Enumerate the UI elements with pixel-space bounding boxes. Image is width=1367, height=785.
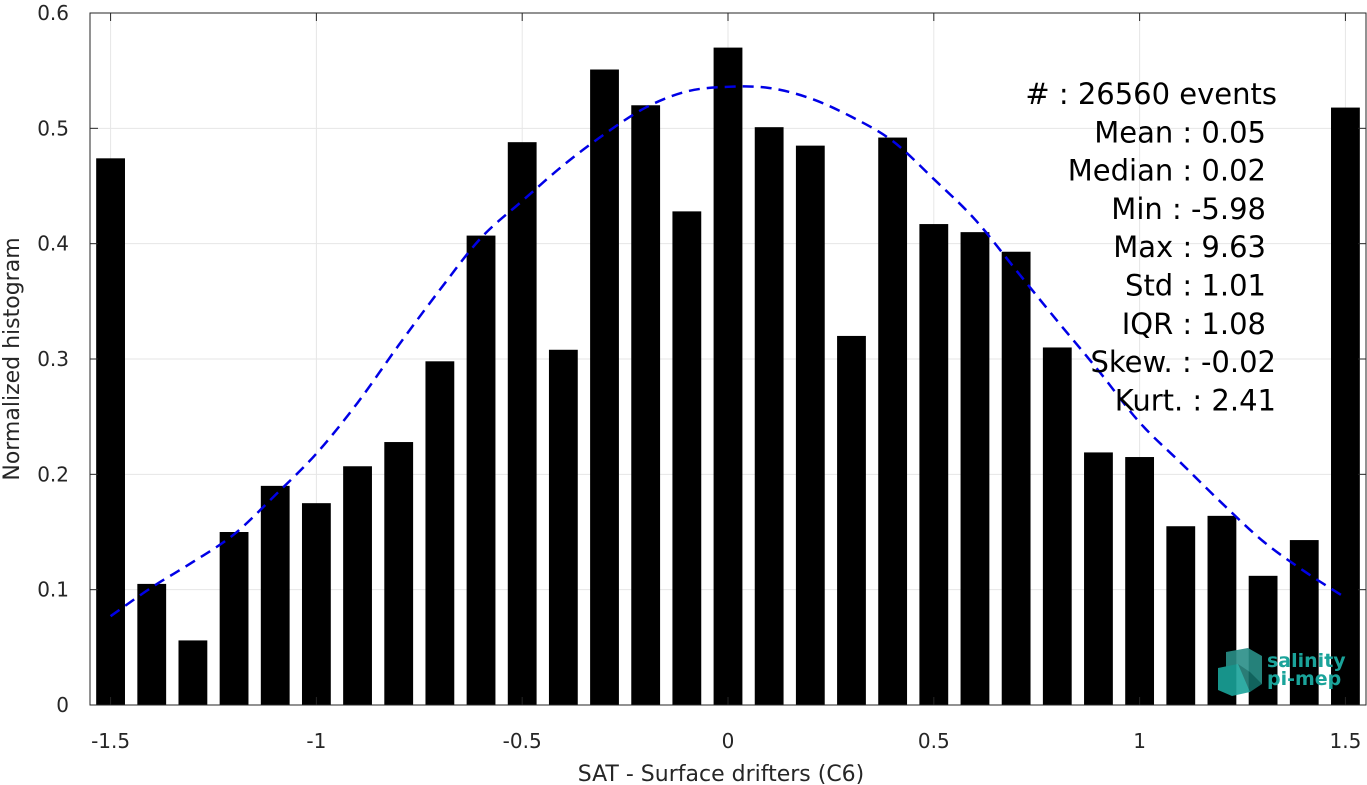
y-tick-labels: 0 0.1 0.2 0.3 0.4 0.5 0.6 [37, 1, 69, 717]
y-tick-label: 0.6 [37, 1, 69, 25]
x-tick-label: 0 [722, 729, 735, 753]
x-tick-labels: -1.5 -1 -0.5 0 0.5 1 1.5 [91, 729, 1361, 753]
histogram-bar [672, 211, 702, 705]
stat-line: Kurt. : 2.41 [1115, 383, 1276, 417]
histogram-bar [795, 145, 825, 706]
y-axis-label: Normalized histogram [0, 237, 25, 480]
histogram-bar [713, 47, 743, 706]
y-tick-label: 0 [56, 693, 69, 717]
histogram-bar [466, 235, 496, 706]
logo-line1: salinity [1267, 650, 1346, 672]
histogram-bar [343, 466, 372, 705]
stat-line: Std : 1.01 [1125, 269, 1266, 303]
histogram-bar [1001, 251, 1031, 706]
y-tick-label: 0.3 [37, 347, 69, 371]
x-tick-label: 1 [1133, 729, 1146, 753]
x-tick-label: 0.5 [918, 729, 950, 753]
stat-line: # : 26560 events [1025, 77, 1277, 111]
histogram-bar [631, 105, 661, 706]
histogram-bar [754, 127, 784, 706]
histogram-bar [96, 158, 125, 705]
histogram-bar [548, 349, 578, 705]
y-tick-label: 0.1 [37, 578, 69, 602]
x-tick-label: 1.5 [1330, 729, 1362, 753]
normal-fit-curve [109, 85, 1347, 618]
logo-line2: pi-mep [1267, 668, 1341, 690]
y-tick-label: 0.2 [37, 462, 69, 486]
histogram-bar [507, 142, 537, 705]
tick-marks [90, 12, 1366, 706]
histogram-bar [178, 640, 208, 705]
stat-line: Min : -5.98 [1111, 192, 1266, 226]
histogram-bar [1042, 347, 1072, 705]
stat-line: IQR : 1.08 [1122, 307, 1266, 341]
stat-line: Mean : 0.05 [1094, 115, 1266, 149]
salinity-pimep-logo: salinity pi-mep [1218, 648, 1346, 696]
histogram-bar [1166, 526, 1196, 705]
histogram-bar [1125, 457, 1155, 705]
x-tick-label: -0.5 [503, 729, 542, 753]
stat-line: Skew. : -0.02 [1090, 345, 1276, 379]
histogram-bar [837, 335, 866, 705]
histogram-bar [960, 232, 990, 705]
histogram-bar [919, 224, 949, 705]
x-tick-label: -1 [306, 729, 326, 753]
salinity-cube-logo-icon [1218, 648, 1262, 696]
histogram-bar [137, 583, 167, 705]
histogram-bar [301, 503, 331, 705]
histogram-bar [1289, 540, 1319, 705]
stat-line: Max : 9.63 [1113, 230, 1266, 264]
y-tick-label: 0.4 [37, 232, 69, 256]
histogram-bar [878, 137, 908, 705]
histogram-bar [219, 532, 249, 705]
histogram-bars [96, 47, 1360, 706]
stat-line: Median : 0.02 [1068, 154, 1266, 188]
x-tick-label: -1.5 [91, 729, 130, 753]
histogram-bar [260, 485, 290, 705]
histogram-bar [590, 69, 619, 706]
histogram-bar [1084, 452, 1113, 705]
histogram-bar [1331, 107, 1360, 705]
x-axis-label: SAT - Surface drifters (C6) [578, 762, 865, 785]
y-tick-label: 0.5 [37, 116, 69, 140]
histogram-bar [384, 442, 414, 705]
statistics-box: # : 26560 events Mean : 0.05 Median : 0.02… [1025, 77, 1277, 417]
histogram-bar [425, 361, 455, 705]
